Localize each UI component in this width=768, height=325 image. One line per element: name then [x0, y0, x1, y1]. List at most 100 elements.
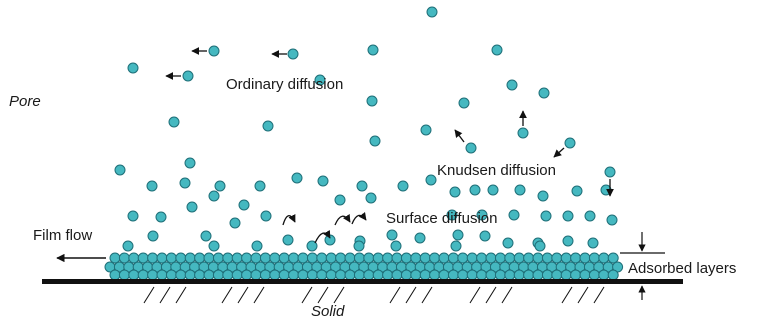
molecule — [479, 230, 491, 242]
molecule — [541, 252, 553, 264]
molecule — [571, 185, 583, 197]
molecule — [457, 252, 469, 264]
hatch-line — [469, 286, 481, 304]
molecule — [419, 252, 431, 264]
molecule — [208, 45, 220, 57]
molecule — [607, 252, 619, 264]
molecule — [155, 211, 167, 223]
molecule — [400, 269, 412, 281]
adsorbed-layer-bracket — [620, 232, 665, 300]
molecule — [114, 164, 126, 176]
molecule — [514, 184, 526, 196]
molecule — [241, 269, 253, 281]
molecule — [584, 210, 596, 222]
molecule — [391, 252, 403, 264]
molecule — [212, 269, 224, 281]
molecule — [314, 74, 326, 86]
molecule — [334, 194, 346, 206]
molecule — [109, 252, 121, 264]
molecule — [414, 232, 426, 244]
molecule — [447, 252, 459, 264]
molecule — [560, 269, 572, 281]
molecule — [179, 177, 191, 189]
molecule — [386, 229, 398, 241]
molecule — [306, 269, 318, 281]
molecule — [203, 252, 215, 264]
solid-hatching — [143, 286, 605, 304]
hatch-line — [175, 286, 187, 304]
molecule — [214, 180, 226, 192]
molecule — [390, 240, 402, 252]
molecule — [259, 269, 271, 281]
molecule — [184, 157, 196, 169]
molecule — [369, 135, 381, 147]
molecule — [147, 252, 159, 264]
molecule — [222, 269, 234, 281]
molecule — [241, 252, 253, 264]
molecule — [513, 252, 525, 264]
molecule — [476, 252, 488, 264]
molecule — [297, 269, 309, 281]
molecule — [538, 87, 550, 99]
molecule — [250, 252, 262, 264]
molecule — [447, 269, 459, 281]
molecule — [606, 214, 618, 226]
molecule — [208, 240, 220, 252]
molecule — [325, 269, 337, 281]
motion-arrow — [334, 213, 351, 226]
molecule — [282, 234, 294, 246]
molecule — [250, 269, 262, 281]
molecule — [366, 95, 378, 107]
molecule — [147, 230, 159, 242]
molecule — [208, 190, 220, 202]
pore-label: Pore — [9, 93, 41, 110]
molecule — [425, 174, 437, 186]
molecule — [494, 269, 506, 281]
molecule — [182, 70, 194, 82]
molecule — [297, 252, 309, 264]
molecule — [306, 252, 318, 264]
molecule — [344, 252, 356, 264]
molecule — [537, 190, 549, 202]
molecule — [469, 184, 481, 196]
film-flow-label: Film flow — [33, 227, 92, 244]
molecule — [353, 269, 365, 281]
hatch-line — [593, 286, 605, 304]
molecule — [452, 229, 464, 241]
molecule — [262, 120, 274, 132]
molecule — [429, 252, 441, 264]
molecule — [446, 209, 458, 221]
gas-molecules — [114, 6, 618, 252]
hatch-line — [333, 286, 345, 304]
molecule — [382, 269, 394, 281]
molecule — [238, 199, 250, 211]
molecule — [269, 269, 281, 281]
molecule — [502, 237, 514, 249]
molecule — [534, 240, 546, 252]
adsorbed-layers-label: Adsorbed layers — [628, 260, 736, 277]
molecule — [607, 269, 619, 281]
molecule — [579, 252, 591, 264]
hatch-line — [577, 286, 589, 304]
molecule — [353, 240, 365, 252]
molecule — [466, 252, 478, 264]
molecule — [254, 180, 266, 192]
molecule — [365, 192, 377, 204]
solid-wall — [42, 279, 683, 284]
molecule — [367, 44, 379, 56]
molecule — [397, 180, 409, 192]
motion-arrow — [314, 229, 331, 244]
molecule — [356, 180, 368, 192]
molecule — [523, 252, 535, 264]
molecule — [466, 269, 478, 281]
molecule — [400, 252, 412, 264]
molecule — [564, 137, 576, 149]
hatch-line — [405, 286, 417, 304]
molecule — [288, 252, 300, 264]
molecule — [137, 252, 149, 264]
molecule — [291, 172, 303, 184]
molecule — [260, 210, 272, 222]
molecule — [560, 252, 572, 264]
molecule — [146, 180, 158, 192]
molecule — [504, 252, 516, 264]
